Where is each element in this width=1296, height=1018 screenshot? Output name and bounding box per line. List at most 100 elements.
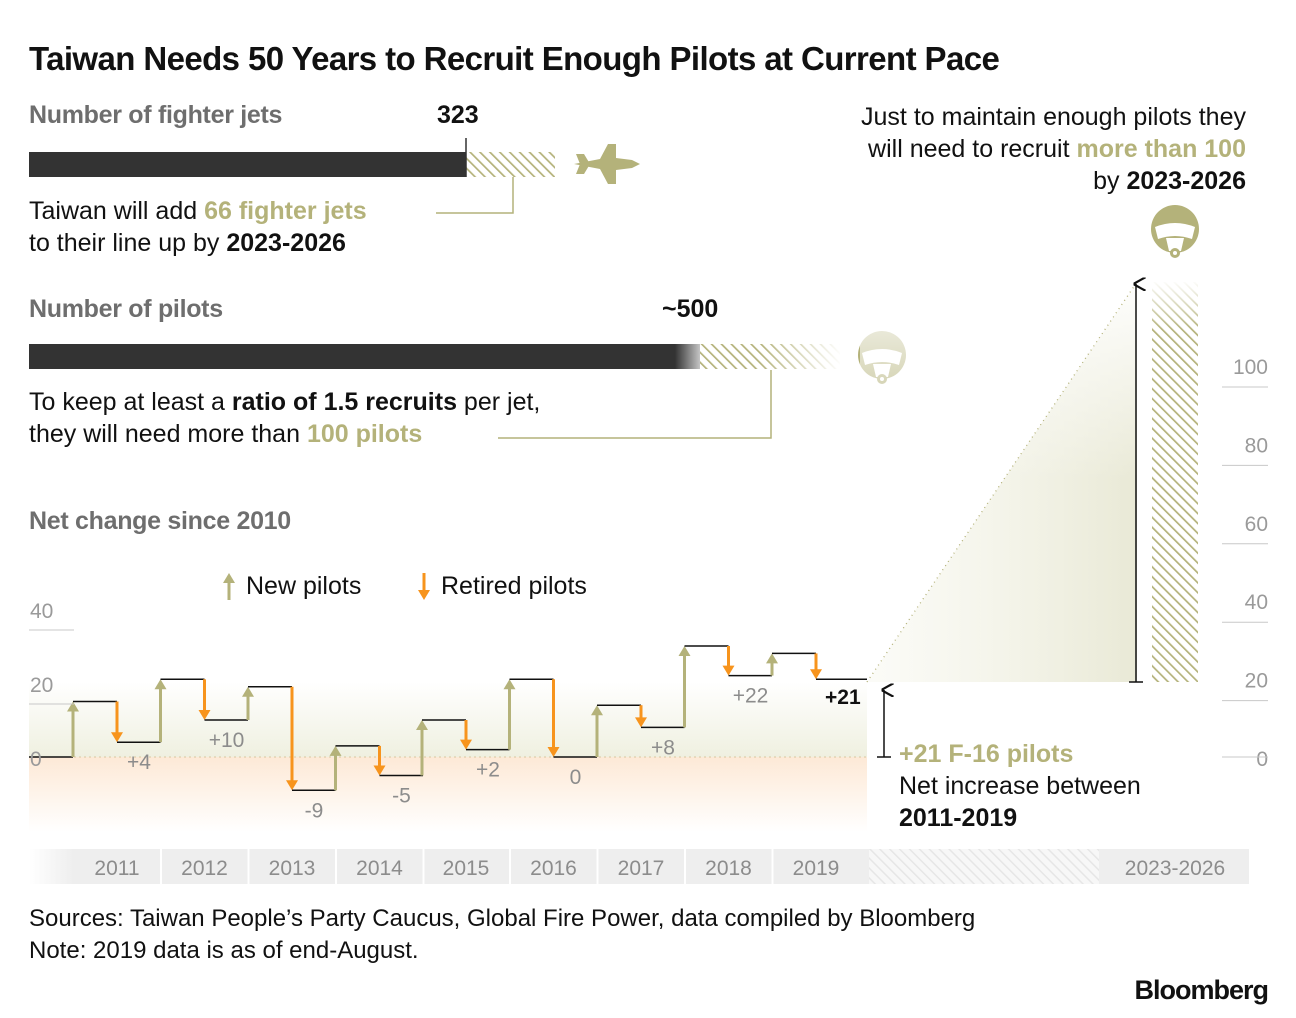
new-pilots-arrowhead — [242, 686, 254, 697]
x-tick-label: 2017 — [618, 857, 665, 880]
x-axis: 2011 2012 2013 2014 2015 2016 2017 2018 2019 2023… — [94, 849, 1225, 884]
pilots-note-pre: To keep at least a — [29, 388, 232, 416]
footer: Sources: Taiwan People’s Party Caucus, G… — [29, 903, 1039, 967]
step-chart: +4 +10 -9 -5 +2 0 +8 +22 — [29, 645, 867, 822]
jets-note-mid: to their line up by — [29, 229, 227, 257]
x-tick-label: 2023-2026 — [1125, 857, 1225, 880]
retired-pilots-arrowhead — [198, 710, 211, 720]
delta-label: +4 — [127, 751, 151, 774]
jets-note-highlight: 66 fighter jets — [204, 197, 367, 225]
net-increase-highlight: +21 F-16 pilots — [899, 740, 1074, 768]
delta-label: +2 — [476, 759, 500, 782]
negative-band — [29, 757, 867, 832]
x-tick-label: 2014 — [356, 857, 403, 880]
new-pilots-arrowhead — [678, 646, 691, 656]
delta-label: -5 — [392, 785, 411, 808]
pilots-needed-fade — [760, 343, 842, 370]
pilots-note-post: per jet, — [456, 388, 541, 416]
new-pilots-arrowhead — [766, 653, 778, 664]
retired-pilots-arrowhead — [286, 780, 298, 791]
pilots-note: To keep at least a ratio of 1.5 recruits… — [29, 386, 540, 450]
right-note-line1: Just to maintain enough pilots they — [861, 103, 1246, 131]
bloomberg-logo: Bloomberg — [1134, 975, 1269, 1005]
jets-leader-line — [436, 177, 514, 214]
final-value-label: +21 — [825, 686, 861, 709]
retired-pilots-arrowhead — [373, 765, 386, 776]
chart-title: Taiwan Needs 50 Years to Recruit Enough … — [29, 40, 1000, 77]
new-pilots-arrowhead — [329, 745, 342, 756]
delta-label: 0 — [570, 766, 582, 789]
right-y-tick-label: 100 — [1233, 356, 1268, 379]
jets-note: Taiwan will add 66 fighter jets to their… — [29, 195, 367, 259]
new-pilots-arrowhead — [591, 705, 603, 716]
jets-note-period: 2023-2026 — [226, 229, 346, 257]
projection-bar-fade — [1150, 280, 1200, 350]
legend-new-label: New pilots — [246, 572, 362, 600]
delta-label: +22 — [733, 685, 769, 708]
right-y-tick-label: 60 — [1245, 513, 1268, 536]
left-y-tick-label: 20 — [30, 674, 53, 697]
x-axis-band-right — [1099, 849, 1249, 884]
right-y-axis: 0 20 40 60 80 100 — [1222, 356, 1268, 771]
retired-pilots-arrowhead — [810, 669, 822, 680]
x-axis-band — [74, 849, 869, 884]
x-tick-label: 2019 — [793, 857, 840, 880]
jets-current-bar — [29, 152, 466, 177]
jets-added-bar — [466, 152, 555, 177]
net-increase-line2: Net increase between — [899, 772, 1141, 800]
right-y-tick-label: 0 — [1256, 748, 1268, 771]
right-y-tick-label: 80 — [1245, 434, 1268, 457]
retired-pilots-arrowhead — [722, 665, 735, 676]
right-note-line2-pre: will need to recruit — [868, 135, 1077, 163]
pilots-current-bar — [29, 344, 675, 369]
legend-retired-label: Retired pilots — [441, 572, 587, 600]
legend-retired-arrow — [418, 573, 430, 600]
right-y-tick-label: 40 — [1245, 591, 1268, 614]
x-tick-label: 2018 — [705, 857, 752, 880]
x-tick-label: 2016 — [530, 857, 577, 880]
pilots-value: ~500 — [662, 295, 719, 323]
new-pilots-arrowhead — [154, 679, 167, 690]
right-note: Just to maintain enough pilots they will… — [861, 101, 1246, 197]
jets-label: Number of fighter jets — [29, 101, 283, 129]
delta-label: +8 — [651, 736, 675, 759]
x-tick-label: 2015 — [443, 857, 490, 880]
right-note-highlight: more than 100 — [1076, 135, 1246, 163]
right-note-line3-pre: by — [1093, 167, 1127, 195]
new-pilots-arrowhead — [503, 679, 516, 690]
left-y-tick-label: 40 — [30, 600, 53, 623]
legend-new-arrow — [223, 573, 235, 600]
retired-pilots-arrowhead — [547, 747, 560, 757]
x-axis-gap-hatch — [869, 849, 1099, 884]
x-tick-label: 2013 — [269, 857, 316, 880]
pilots-note-bold: ratio of 1.5 recruits — [231, 388, 457, 416]
right-y-tick-label: 20 — [1245, 670, 1268, 693]
retired-pilots-arrowhead — [635, 717, 647, 728]
x-tick-label: 2012 — [181, 857, 228, 880]
delta-label: -9 — [305, 799, 324, 822]
projection-triangle-fade — [860, 270, 1140, 570]
footer-note: Note: 2019 data is as of end-August. — [29, 937, 419, 964]
right-note-period: 2023-2026 — [1126, 167, 1246, 195]
left-y-axis: 0 20 40 — [29, 600, 74, 771]
x-tick-label: 2011 — [94, 857, 139, 880]
retired-pilots-arrowhead — [460, 739, 472, 750]
net-increase-callout: +21 F-16 pilots Net increase between 201… — [899, 738, 1141, 834]
fighter-jet-icon — [574, 144, 640, 184]
footer-sources: Sources: Taiwan People’s Party Caucus, G… — [29, 905, 976, 932]
net-change-label: Net change since 2010 — [29, 507, 291, 535]
new-pilots-arrowhead — [416, 720, 428, 730]
delta-label: +10 — [209, 729, 245, 752]
retired-pilots-arrowhead — [111, 732, 123, 743]
pilot-helmet-icon-large — [1151, 205, 1199, 258]
projection-edge — [866, 281, 1138, 683]
net-increase-period: 2011-2019 — [899, 804, 1018, 832]
left-y-tick-label: 0 — [30, 748, 42, 771]
new-pilots-arrowhead — [67, 701, 79, 712]
jets-note-pre: Taiwan will add — [29, 197, 205, 225]
x-axis-band-fade — [29, 849, 74, 884]
pilots-leader-line — [498, 370, 772, 439]
pilots-note-line2: they will need more than — [29, 420, 307, 448]
pilots-label: Number of pilots — [29, 295, 223, 323]
